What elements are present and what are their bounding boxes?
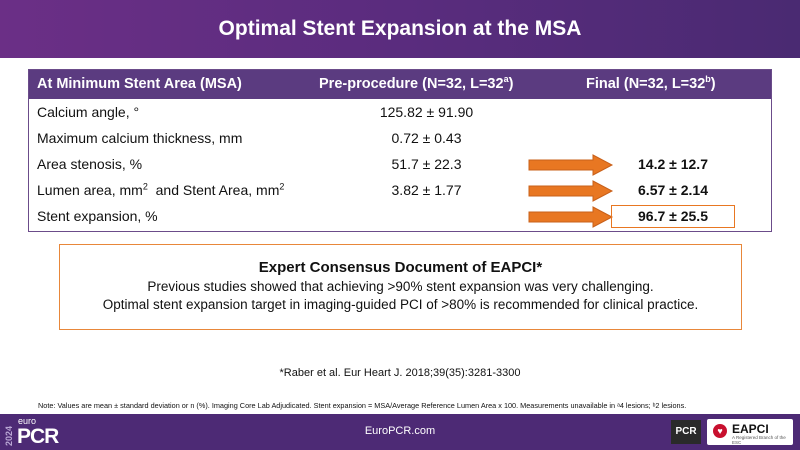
eapci-sub-label: A Registered Branch of the ESC [732, 435, 786, 445]
table-header: At Minimum Stent Area (MSA) Pre-procedur… [29, 70, 771, 99]
arrow-right-icon [528, 180, 614, 202]
consensus-line-1: Previous studies showed that achieving >… [147, 279, 654, 294]
highlight-box [611, 205, 735, 228]
row-pre-value: 125.82 ± 91.90 [379, 104, 474, 120]
results-table: At Minimum Stent Area (MSA) Pre-procedur… [28, 69, 772, 232]
consensus-heading: Expert Consensus Document of EAPCI* [258, 259, 543, 276]
row-label: Calcium angle, ° [37, 104, 140, 120]
europcr-logo: PCR [17, 425, 59, 448]
arrow-right-icon [528, 206, 614, 228]
table-row: Lumen area, mm2 and Stent Area, mm2 3.82… [29, 178, 771, 204]
row-final-value: 14.2 ± 12.7 [638, 156, 708, 172]
consensus-line-2: Optimal stent expansion target in imagin… [102, 297, 699, 312]
website-link[interactable]: EuroPCR.com [364, 425, 436, 437]
header-pre-procedure: Pre-procedure (N=32, L=32a) [319, 74, 514, 92]
eapci-label: EAPCI [732, 422, 769, 436]
header-msa: At Minimum Stent Area (MSA) [37, 76, 242, 92]
row-final-value: 6.57 ± 2.14 [638, 182, 708, 198]
row-pre-value: 3.82 ± 1.77 [391, 182, 462, 198]
svg-text:2024: 2024 [4, 426, 14, 446]
table-row: Maximum calcium thickness, mm 0.72 ± 0.4… [29, 126, 771, 152]
footer-bar: 2024 euro PCR EuroPCR.com PCR ♥ EAPCI A … [0, 414, 800, 450]
row-label: Lumen area, mm2 and Stent Area, mm2 [37, 181, 285, 198]
title-bar: Optimal Stent Expansion at the MSA [0, 0, 800, 58]
consensus-box: Expert Consensus Document of EAPCI* Prev… [59, 244, 742, 330]
row-label: Area stenosis, % [37, 156, 143, 172]
footnote: Note: Values are mean ± standard deviati… [38, 401, 687, 410]
header-final: Final (N=32, L=32b) [586, 74, 716, 92]
reference: *Raber et al. Eur Heart J. 2018;39(35):3… [279, 367, 521, 379]
table-row: Stent expansion, % 96.7 ± 25.5 [29, 204, 771, 230]
logo-euro-text: euro [18, 416, 37, 426]
year-label: 2024 [4, 426, 14, 446]
row-label: Maximum calcium thickness, mm [37, 130, 243, 146]
heart-icon: ♥ [713, 424, 727, 438]
eapci-logo: ♥ EAPCI A Registered Branch of the ESC [707, 419, 793, 445]
table-row: Calcium angle, ° 125.82 ± 91.90 [29, 100, 771, 126]
row-label: Stent expansion, % [37, 208, 158, 224]
table-row: Area stenosis, % 51.7 ± 22.3 14.2 ± 12.7 [29, 152, 771, 178]
arrow-right-icon [528, 154, 614, 176]
slide-title: Optimal Stent Expansion at the MSA [218, 17, 582, 40]
row-pre-value: 51.7 ± 22.3 [391, 156, 462, 172]
row-pre-value: 0.72 ± 0.43 [391, 130, 462, 146]
pcr-logo: PCR [671, 420, 701, 444]
row-final-value: 96.7 ± 25.5 [638, 208, 708, 224]
